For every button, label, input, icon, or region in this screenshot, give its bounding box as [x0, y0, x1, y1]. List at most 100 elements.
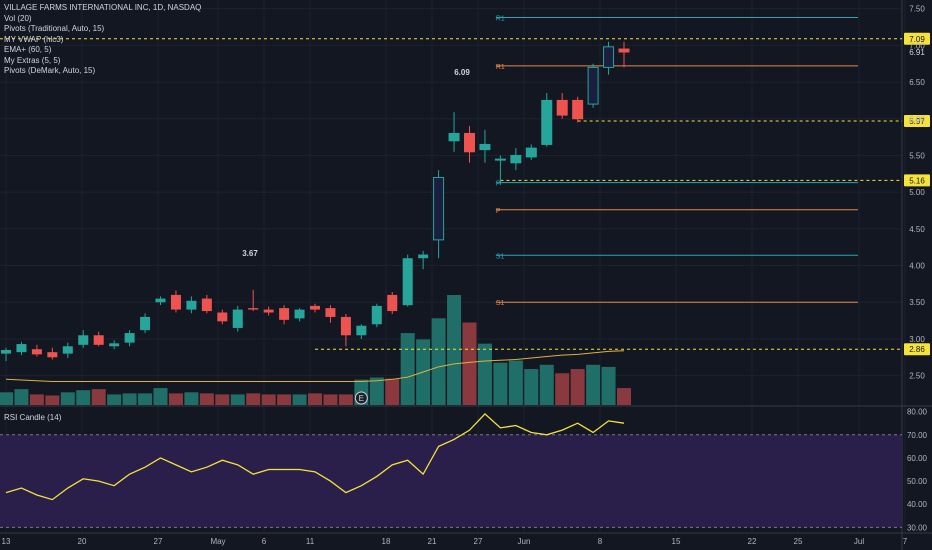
volume-bar — [91, 389, 106, 405]
volume-bar — [508, 360, 523, 405]
time-axis-tick: 15 — [672, 537, 681, 546]
candle-body — [494, 158, 506, 161]
volume-bar — [385, 378, 400, 405]
candle-body — [109, 343, 120, 347]
volume-bar — [60, 392, 75, 405]
volume-bar — [400, 333, 415, 405]
volume-bar — [122, 393, 137, 405]
price-axis-tick: 5.00 — [909, 188, 925, 197]
price-level-tag — [904, 114, 930, 127]
candle-body — [16, 344, 27, 353]
rsi-axis-tick: 50.00 — [907, 477, 928, 486]
price-level-tag — [904, 174, 930, 187]
candle-body — [62, 346, 73, 354]
chart-title: VILLAGE FARMS INTERNATIONAL INC, 1D, NAS… — [4, 3, 202, 12]
volume-bar — [246, 393, 261, 405]
legend-item[interactable]: Vol (20) — [4, 13, 32, 23]
time-axis-tick: Jul — [854, 537, 864, 546]
volume-bar — [14, 389, 29, 405]
candle-body — [618, 48, 630, 53]
legend-item[interactable]: MY VWAP (hlc3) — [4, 34, 64, 44]
candle-body — [232, 309, 243, 328]
pivot-label: R1 — [496, 64, 505, 71]
volume-bar — [539, 364, 554, 405]
time-axis-tick: May — [210, 537, 225, 546]
volume-bar — [184, 392, 199, 405]
volume-bar — [493, 362, 508, 405]
time-axis-tick: 6 — [262, 537, 267, 546]
time-axis-tick: 22 — [748, 537, 757, 546]
candle-body — [479, 143, 491, 151]
vwap-line — [5, 350, 625, 383]
time-axis-tick: 18 — [382, 537, 391, 546]
time-axis-tick: 27 — [474, 537, 483, 546]
price-axis-tick: 3.50 — [909, 298, 925, 307]
candle-body — [603, 46, 615, 68]
candle-body — [140, 316, 151, 331]
candle-body — [541, 99, 553, 145]
volume-bar — [477, 343, 492, 405]
candle-body — [201, 298, 212, 312]
candle-body — [587, 66, 599, 105]
candle-body — [248, 308, 259, 310]
candle-body — [371, 305, 382, 325]
time-axis-tick: 11 — [306, 537, 315, 546]
price-axis-tick: 4.50 — [909, 225, 925, 234]
legend-item[interactable]: Pivots (DeMark, Auto, 15) — [4, 66, 96, 75]
volume-bar — [138, 393, 153, 405]
candle-body — [387, 294, 398, 312]
rsi-axis-tick: 40.00 — [907, 500, 928, 509]
pivot-label: R1 — [496, 15, 505, 22]
volume-bar — [447, 295, 462, 405]
volume-bar — [617, 388, 631, 405]
legend-item[interactable]: Pivots (Traditional, Auto, 15) — [4, 24, 105, 33]
candle-body — [402, 258, 413, 306]
time-axis-tick: 7 — [903, 537, 908, 546]
time-axis-tick: 27 — [154, 537, 163, 546]
candle-body — [93, 335, 104, 345]
volume-bar — [277, 394, 292, 405]
price-level-label: 5.16 — [909, 176, 925, 185]
price-level-tag — [904, 32, 930, 45]
price-axis-tick: 7.00 — [909, 41, 925, 50]
candle-body — [1, 349, 11, 354]
legend-item[interactable]: EMA+ (60, 5) — [4, 45, 52, 54]
candle-body — [464, 132, 475, 153]
candle-body — [525, 147, 537, 158]
candle-body — [418, 254, 429, 259]
high-annotation: 3.67 — [242, 249, 258, 258]
candle-body — [47, 352, 58, 358]
rsi-pane-title[interactable]: RSI Candle (14) — [4, 413, 62, 422]
volume-bar — [524, 369, 539, 405]
price-axis-tick: 5.50 — [909, 151, 925, 160]
candle-body — [124, 333, 135, 343]
candle-body — [31, 349, 42, 355]
volume-bar — [555, 373, 570, 405]
volume-bar — [308, 393, 322, 405]
candle-body — [186, 300, 197, 310]
candle-body — [356, 325, 367, 336]
volume-bar — [462, 322, 477, 405]
candle-body — [510, 154, 522, 164]
volume-bar — [76, 390, 91, 405]
high-annotation: 6.09 — [454, 68, 470, 77]
pivot-label: S1 — [496, 253, 505, 260]
price-level-label: 2.86 — [909, 345, 925, 354]
price-axis-tick: 3.00 — [909, 335, 925, 344]
time-axis-tick: 8 — [598, 537, 603, 546]
volume-bar — [0, 392, 13, 405]
rsi-axis-tick: 60.00 — [907, 454, 928, 463]
candle-body — [155, 298, 166, 303]
time-axis-tick: Jun — [518, 537, 531, 546]
rsi-band — [0, 434, 902, 528]
earnings-icon — [354, 391, 368, 405]
candle-body — [448, 132, 460, 142]
chart-legend: VILLAGE FARMS INTERNATIONAL INC, 1D, NAS… — [4, 3, 201, 77]
volume-bar — [45, 395, 60, 405]
volume-bar — [570, 369, 585, 405]
legend-item[interactable]: My Extras (5, 5) — [4, 55, 61, 65]
price-axis-tick: 4.00 — [909, 262, 925, 271]
candle-body — [325, 308, 336, 317]
time-axis-tick: 20 — [78, 537, 87, 546]
